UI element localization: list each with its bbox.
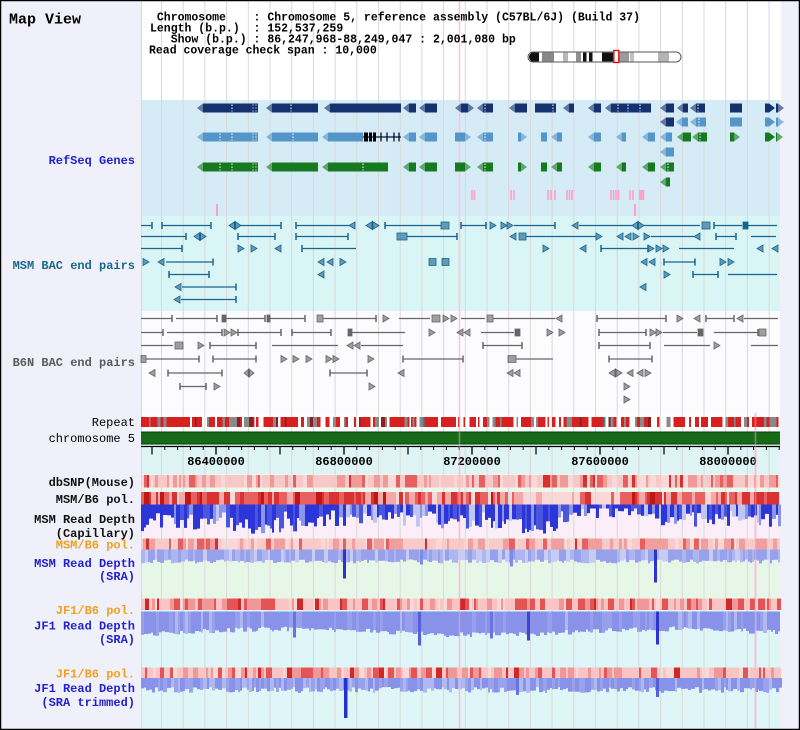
svg-text:Chromosome : Chromosome 5,: Chromosome : Chromosome 5, reference ass… <box>150 12 640 25</box>
svg-text:86800000: 86800000 <box>315 455 373 469</box>
svg-text:86400000: 86400000 <box>187 455 245 469</box>
svg-text:Show (b.p.) : 86,247,968-88,24: Show (b.p.) : 86,247,968-88,249,047 : 2,… <box>150 34 516 47</box>
svg-text:87200000: 87200000 <box>443 455 501 469</box>
svg-text:JF1/B6 pol.: JF1/B6 pol. <box>56 668 135 682</box>
svg-text:MSM/B6 pol.: MSM/B6 pol. <box>56 493 135 507</box>
svg-text:chromosome 5: chromosome 5 <box>49 432 135 446</box>
svg-text:87600000: 87600000 <box>571 455 629 469</box>
svg-text:88000000: 88000000 <box>699 455 757 469</box>
svg-text:Map View: Map View <box>9 12 81 29</box>
svg-text:MSM Read Depth: MSM Read Depth <box>34 557 135 571</box>
svg-text:RefSeq Genes: RefSeq Genes <box>49 154 135 168</box>
svg-text:JF1 Read Depth: JF1 Read Depth <box>34 620 135 634</box>
svg-text:dbSNP(Mouse): dbSNP(Mouse) <box>49 476 135 490</box>
svg-text:MSM BAC end pairs: MSM BAC end pairs <box>13 259 135 273</box>
svg-text:(SRA trimmed): (SRA trimmed) <box>41 696 135 710</box>
svg-text:(SRA): (SRA) <box>99 633 135 647</box>
svg-text:JF1/B6 pol.: JF1/B6 pol. <box>56 604 135 618</box>
svg-text:(Capillary): (Capillary) <box>56 527 135 541</box>
svg-text:MSM Read Depth: MSM Read Depth <box>34 513 135 527</box>
svg-text:(SRA): (SRA) <box>99 570 135 584</box>
svg-text:JF1 Read Depth: JF1 Read Depth <box>34 682 135 696</box>
svg-text:Read coverage check span : 10,: Read coverage check span : 10,000 <box>149 45 377 58</box>
svg-text:B6N BAC end pairs: B6N BAC end pairs <box>13 356 135 370</box>
svg-text:Repeat: Repeat <box>92 416 135 430</box>
svg-text:MSM/B6 pol.: MSM/B6 pol. <box>56 539 135 553</box>
svg-text:Length (b.p.) : 152,537,259: Length (b.p.) : 152,537,259 <box>150 23 343 36</box>
